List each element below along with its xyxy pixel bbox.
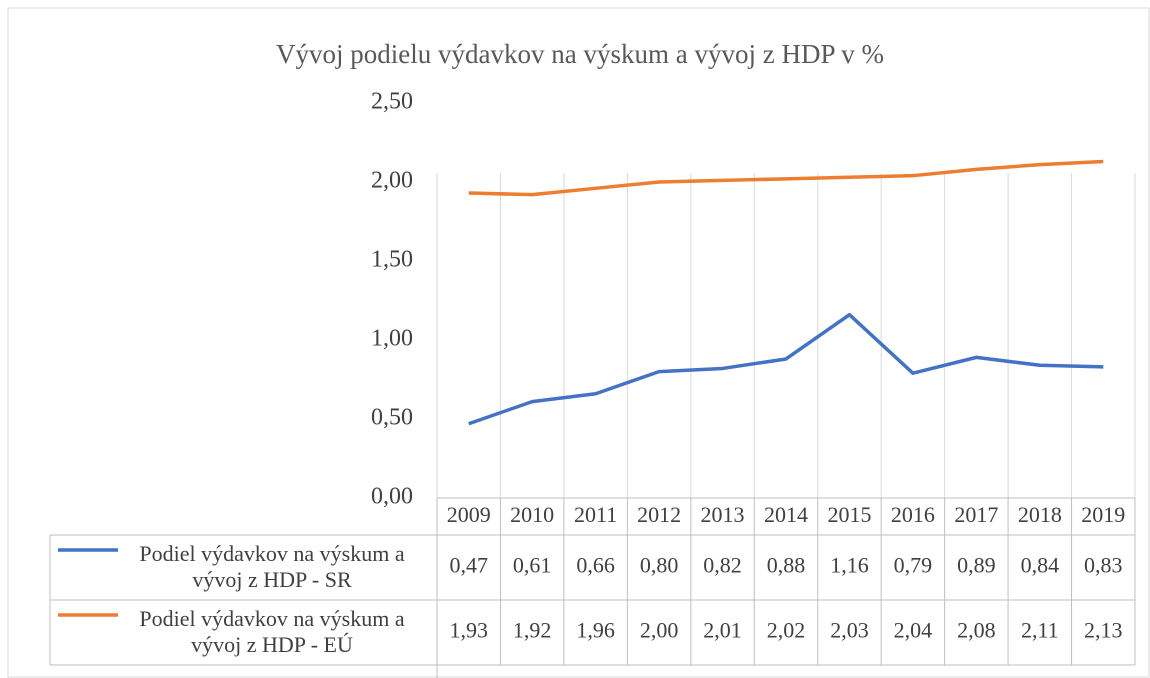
table-value: 1,96 bbox=[576, 618, 615, 643]
table-value: 0,79 bbox=[894, 553, 933, 578]
table-value: 1,16 bbox=[830, 553, 869, 578]
x-tick-label: 2019 bbox=[1081, 502, 1125, 527]
series-line bbox=[468, 312, 1104, 426]
x-tick-label: 2011 bbox=[574, 502, 617, 527]
y-tick-label: 1,50 bbox=[371, 247, 413, 273]
x-tick-label: 2013 bbox=[701, 502, 745, 527]
x-tick-label: 2017 bbox=[954, 502, 998, 527]
legend-label: Podiel výdavkov na výskum a vývoj z HDP … bbox=[139, 541, 405, 592]
x-tick-label: 2009 bbox=[447, 502, 491, 527]
x-tick-label: 2018 bbox=[1018, 502, 1062, 527]
x-tick-label: 2010 bbox=[510, 502, 554, 527]
table-value: 2,03 bbox=[830, 618, 869, 643]
table-value: 0,89 bbox=[957, 553, 996, 578]
x-tick-label: 2012 bbox=[637, 502, 681, 527]
table-value: 0,66 bbox=[576, 553, 615, 578]
table-value: 1,93 bbox=[449, 618, 488, 643]
table-value: 0,61 bbox=[513, 553, 552, 578]
table-value: 0,84 bbox=[1021, 553, 1060, 578]
x-tick-label: 2016 bbox=[891, 502, 935, 527]
table-value: 2,08 bbox=[957, 618, 996, 643]
chart-title: Vývoj podielu výdavkov na výskum a vývoj… bbox=[276, 39, 884, 69]
x-tick-label: 2015 bbox=[827, 502, 871, 527]
y-tick-label: 0,50 bbox=[371, 405, 413, 431]
table-value: 2,01 bbox=[703, 618, 742, 643]
table-value: 0,88 bbox=[767, 553, 806, 578]
table-value: 2,13 bbox=[1084, 618, 1123, 643]
table-value: 0,80 bbox=[640, 553, 679, 578]
table-value: 2,02 bbox=[767, 618, 806, 643]
table-value: 0,83 bbox=[1084, 553, 1123, 578]
table-value: 2,04 bbox=[894, 618, 933, 643]
x-tick-label: 2014 bbox=[764, 502, 808, 527]
series-line bbox=[468, 159, 1104, 197]
y-tick-label: 0,00 bbox=[371, 484, 413, 510]
y-tick-label: 1,00 bbox=[371, 326, 413, 352]
table-value: 0,47 bbox=[449, 553, 488, 578]
table-value: 2,11 bbox=[1021, 618, 1059, 643]
table-value: 1,92 bbox=[513, 618, 552, 643]
chart-border bbox=[7, 7, 1150, 678]
legend-label: Podiel výdavkov na výskum a vývoj z HDP … bbox=[139, 606, 405, 657]
table-value: 2,00 bbox=[640, 618, 679, 643]
y-tick-label: 2,00 bbox=[371, 168, 413, 194]
y-tick-label: 2,50 bbox=[371, 89, 413, 115]
table-value: 0,82 bbox=[703, 553, 742, 578]
